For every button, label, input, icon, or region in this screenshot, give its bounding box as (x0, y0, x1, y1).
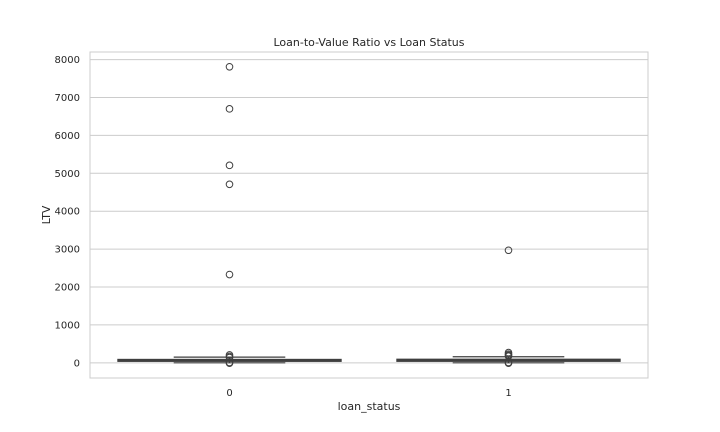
y-axis-label: LTV (40, 205, 53, 224)
outlier-point (225, 62, 234, 71)
box-series (117, 62, 621, 368)
outlier-point (504, 359, 513, 368)
outlier-point (504, 246, 513, 255)
y-tick-label: 0 (74, 358, 80, 369)
y-tick-label: 4000 (55, 207, 80, 218)
outlier-point (225, 161, 234, 170)
y-tick-label: 3000 (55, 245, 80, 256)
box-group-1 (396, 246, 621, 368)
chart-title: Loan-to-Value Ratio vs Loan Status (273, 36, 464, 49)
outlier-point (225, 105, 234, 113)
y-tick-label: 1000 (55, 320, 80, 331)
x-tick-label: 1 (505, 388, 511, 399)
outlier-point (225, 270, 234, 279)
outlier-point (225, 359, 234, 368)
outlier-point (225, 180, 234, 189)
y-axis-ticks: 0 1000 2000 3000 4000 5000 6000 7000 8000 (55, 55, 80, 369)
y-tick-label: 2000 (55, 283, 80, 294)
box-group-0 (117, 62, 342, 368)
y-tick-label: 5000 (55, 169, 80, 180)
gridlines (90, 59, 648, 364)
y-tick-label: 7000 (55, 93, 80, 104)
x-axis-label: loan_status (338, 400, 401, 413)
plot-frame (89, 51, 649, 379)
y-tick-label: 8000 (55, 55, 80, 66)
outlier-point (225, 353, 234, 362)
y-tick-label: 6000 (55, 131, 80, 142)
x-tick-label: 0 (226, 388, 232, 399)
